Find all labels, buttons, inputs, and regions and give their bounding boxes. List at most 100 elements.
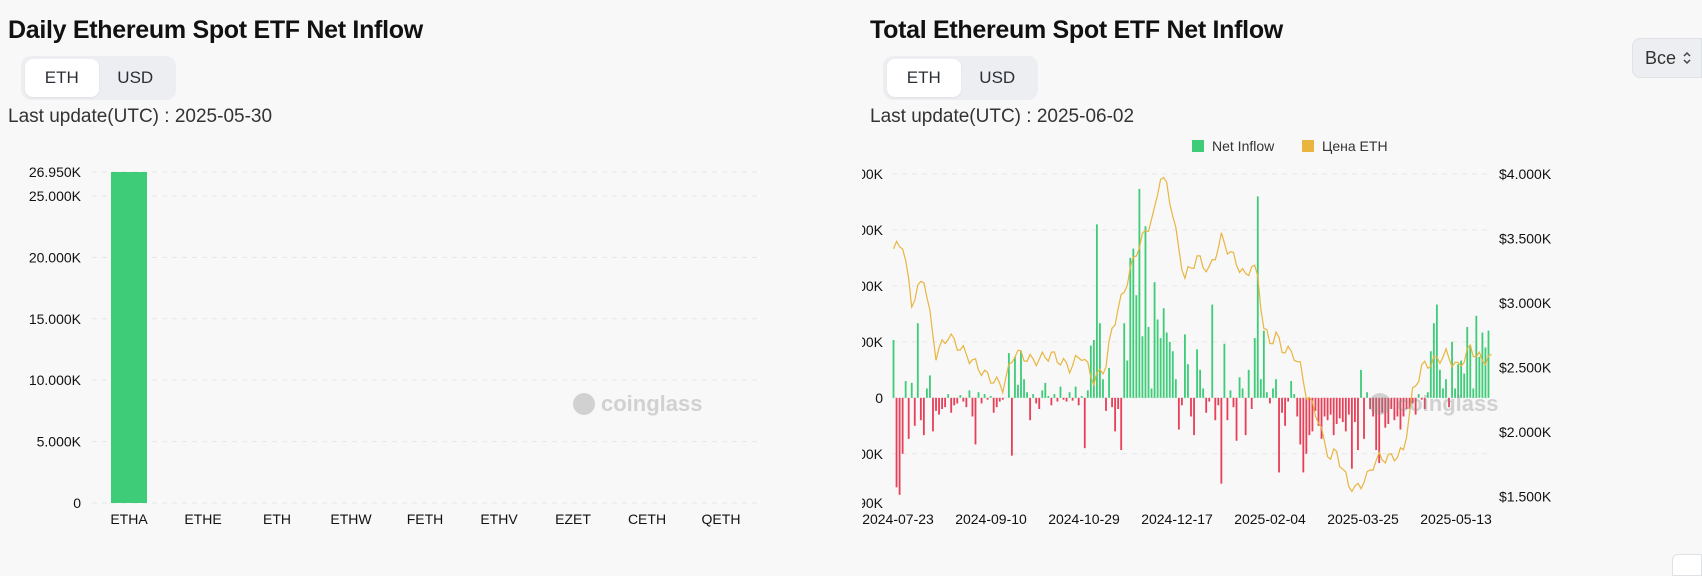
outflow-bar bbox=[1396, 397, 1399, 417]
x-tick-label: 2025-05-13 bbox=[1420, 511, 1492, 527]
outflow-bar bbox=[971, 397, 974, 417]
y-right-tick-label: $3.000K bbox=[1499, 295, 1552, 311]
outflow-bar bbox=[1341, 397, 1344, 423]
x-tick-label: 2024-09-10 bbox=[955, 511, 1027, 527]
outflow-bar bbox=[932, 397, 934, 432]
toggle-eth-button[interactable]: ETH bbox=[25, 59, 99, 97]
inflow-bar bbox=[1080, 395, 1083, 398]
inflow-bar bbox=[983, 394, 986, 398]
toggle-usd-button[interactable]: USD bbox=[979, 68, 1016, 87]
corner-control[interactable] bbox=[1672, 554, 1702, 576]
outflow-bar bbox=[1375, 397, 1378, 451]
x-tick-label: QETH bbox=[702, 511, 741, 527]
outflow-bar bbox=[1423, 397, 1426, 410]
inflow-bar bbox=[1171, 351, 1174, 398]
inflow-bar bbox=[1153, 282, 1156, 398]
x-tick-label: 2024-10-29 bbox=[1048, 511, 1120, 527]
chevron-updown-icon bbox=[1682, 50, 1692, 66]
outflow-bar bbox=[1387, 397, 1390, 424]
coinglass-watermark: coinglass bbox=[1369, 391, 1498, 416]
x-tick-label: FETH bbox=[407, 511, 444, 527]
toggle-usd-button[interactable]: USD bbox=[117, 68, 154, 87]
inflow-bar bbox=[1141, 336, 1144, 398]
outflow-bar bbox=[1038, 397, 1041, 410]
outflow-bar bbox=[1217, 397, 1220, 406]
legend-eth-price[interactable]: Цена ETH bbox=[1302, 138, 1388, 154]
outflow-bar bbox=[1180, 397, 1183, 406]
inflow-bar bbox=[1074, 386, 1077, 398]
x-tick-label: ETH bbox=[263, 511, 291, 527]
outflow-bar bbox=[1390, 397, 1393, 410]
range-select[interactable]: Все bbox=[1632, 38, 1702, 78]
outflow-bar bbox=[1402, 397, 1405, 417]
outflow-bar bbox=[974, 397, 977, 445]
outflow-bar bbox=[907, 397, 910, 439]
outflow-bar bbox=[895, 397, 898, 488]
outflow-bar bbox=[1071, 397, 1074, 401]
inflow-bar bbox=[1445, 379, 1447, 398]
inflow-bar bbox=[1272, 388, 1274, 398]
inflow-bar bbox=[1265, 392, 1268, 398]
outflow-bar bbox=[1350, 397, 1353, 469]
outflow-bar bbox=[1335, 397, 1338, 424]
outflow-bar bbox=[1308, 397, 1311, 436]
outflow-bar bbox=[1332, 397, 1335, 436]
range-select-value: Все bbox=[1645, 47, 1677, 68]
outflow-bar bbox=[953, 397, 956, 406]
inflow-bar bbox=[1032, 394, 1035, 398]
inflow-bar bbox=[1041, 390, 1044, 398]
outflow-bar bbox=[1193, 397, 1195, 436]
outflow-bar bbox=[1001, 397, 1004, 400]
outflow-bar bbox=[1235, 397, 1238, 441]
y-tick-label: 25.000K bbox=[29, 188, 82, 204]
outflow-bar bbox=[1278, 397, 1280, 473]
y-tick-label: 5.000K bbox=[37, 434, 82, 450]
inflow-bar bbox=[1211, 304, 1214, 398]
toggle-eth-button[interactable]: ETH bbox=[887, 59, 961, 97]
inflow-bar bbox=[1202, 388, 1205, 398]
coinglass-logo-icon bbox=[1369, 393, 1391, 415]
outflow-bar bbox=[1062, 397, 1065, 400]
x-tick-label: 2025-03-25 bbox=[1327, 511, 1399, 527]
outflow-bar bbox=[1311, 397, 1314, 432]
last-update-text: Last update(UTC) : 2025-06-02 bbox=[870, 106, 1135, 127]
inflow-bar bbox=[1059, 386, 1062, 398]
unit-toggle: ETH USD bbox=[21, 56, 176, 100]
outflow-bar bbox=[980, 397, 983, 404]
y-right-tick-label: $3.500K bbox=[1499, 231, 1552, 247]
outflow-bar bbox=[1372, 397, 1375, 417]
total-inflow-chart: -56.390K -30.000K 0 30.000K 60.000K 90.000K 12… bbox=[862, 166, 1552, 527]
outflow-bar bbox=[1369, 397, 1372, 410]
x-tick-label: CETH bbox=[628, 511, 666, 527]
inflow-bar bbox=[1174, 379, 1177, 398]
inflow-bar bbox=[1020, 351, 1022, 398]
inflow-bar bbox=[1126, 360, 1129, 398]
x-tick-label: ETHE bbox=[184, 511, 221, 527]
inflow-bar bbox=[1135, 295, 1138, 398]
outflow-bar bbox=[1317, 397, 1320, 426]
inflow-bar bbox=[1366, 392, 1368, 398]
outflow-bar bbox=[1269, 397, 1271, 404]
inflow-bar bbox=[1238, 377, 1241, 398]
outflow-bar bbox=[965, 397, 968, 408]
inflow-bar bbox=[1223, 343, 1226, 398]
inflow-bar bbox=[1293, 394, 1296, 398]
outflow-bar bbox=[1214, 397, 1217, 421]
last-update-text: Last update(UTC) : 2025-05-30 bbox=[8, 106, 273, 127]
inflow-bar bbox=[1089, 345, 1092, 398]
inflow-bar bbox=[1451, 341, 1453, 398]
inflow-bar bbox=[904, 381, 907, 398]
y-tick-label: 10.000K bbox=[29, 372, 82, 388]
outflow-bar bbox=[1381, 397, 1384, 413]
outflow-bar bbox=[1111, 397, 1113, 408]
legend-net-inflow[interactable]: Net Inflow bbox=[1192, 138, 1274, 154]
outflow-bar bbox=[1232, 397, 1235, 408]
outflow-bar bbox=[1205, 397, 1208, 413]
eth-price-line bbox=[892, 176, 1492, 493]
outflow-bar bbox=[944, 397, 947, 408]
inflow-bar bbox=[1229, 390, 1232, 398]
outflow-bar bbox=[1363, 397, 1365, 439]
inflow-bar bbox=[1417, 394, 1420, 398]
outflow-bar bbox=[1305, 397, 1308, 454]
page-title: Total Ethereum Spot ETF Net Inflow bbox=[870, 16, 1283, 44]
